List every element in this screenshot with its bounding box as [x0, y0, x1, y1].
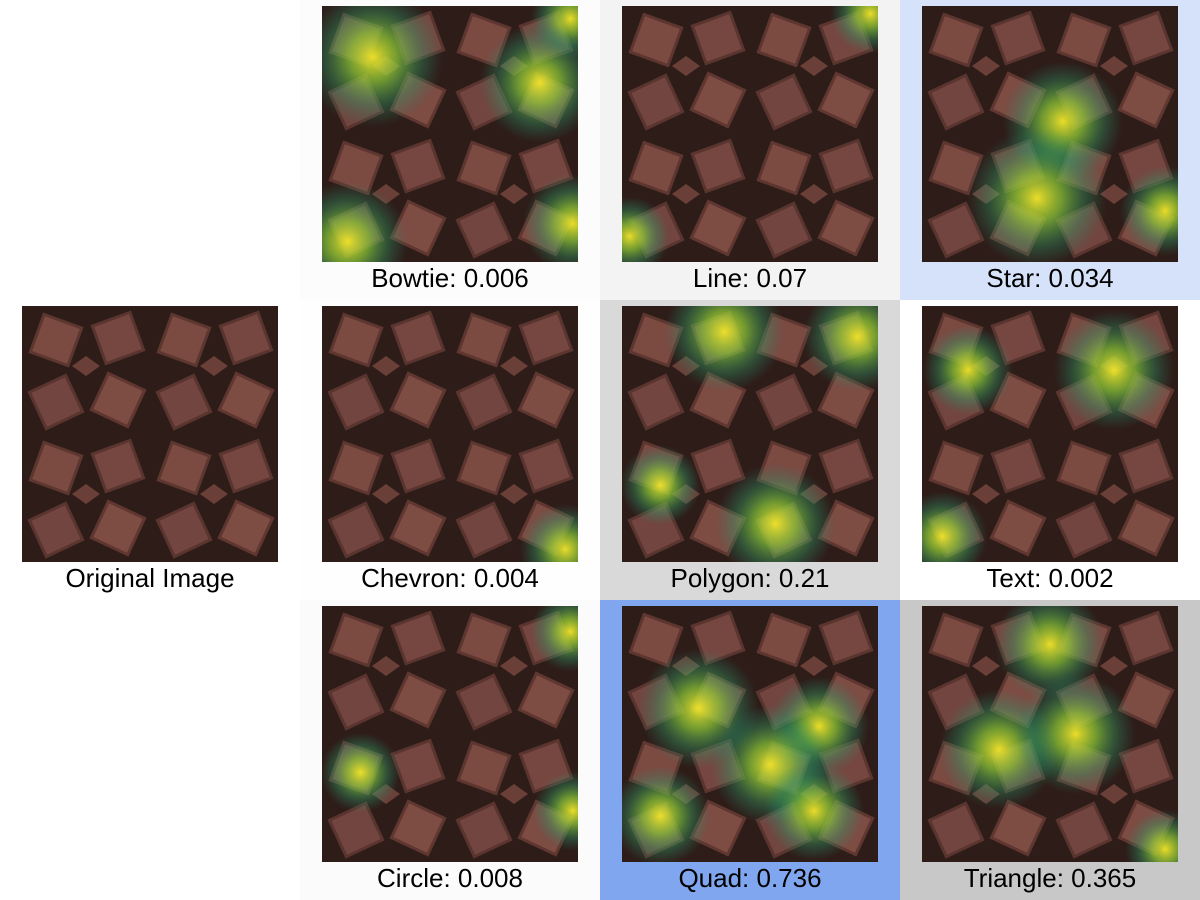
heatmap-image: [322, 606, 578, 862]
result-cell: Triangle: 0.365: [900, 600, 1200, 900]
heatmap-image: [622, 606, 878, 862]
cell-label: Circle: 0.008: [377, 863, 523, 893]
result-cell: Star: 0.034: [900, 0, 1200, 300]
result-cell: Original Image: [0, 300, 300, 600]
heatmap-image: [922, 306, 1178, 562]
heatmap-image: [622, 6, 878, 262]
cell-label: Bowtie: 0.006: [371, 263, 529, 293]
result-cell: Chevron: 0.004: [300, 300, 600, 600]
cell-label: Original Image: [65, 563, 235, 593]
cell-label: Star: 0.034: [986, 263, 1114, 293]
cell-label: Triangle: 0.365: [963, 863, 1137, 893]
result-cell: Text: 0.002: [900, 300, 1200, 600]
result-cell: Polygon: 0.21: [600, 300, 900, 600]
heatmap-image: [322, 306, 578, 562]
result-cell: Quad: 0.736: [600, 600, 900, 900]
cell-label: Polygon: 0.21: [670, 563, 830, 593]
heatmap-image: [922, 606, 1178, 862]
cell-label: Line: 0.07: [692, 263, 808, 293]
result-cell: Line: 0.07: [600, 0, 900, 300]
heatmap-image: [322, 6, 578, 262]
cell-label: Quad: 0.736: [678, 863, 822, 893]
result-cell: Circle: 0.008: [300, 600, 600, 900]
heatmap-image: [622, 306, 878, 562]
heatmap-image: [922, 6, 1178, 262]
heatmap-image: [22, 306, 278, 562]
cell-label: Text: 0.002: [986, 563, 1114, 593]
cell-label: Chevron: 0.004: [361, 563, 539, 593]
result-cell: Bowtie: 0.006: [300, 0, 600, 300]
